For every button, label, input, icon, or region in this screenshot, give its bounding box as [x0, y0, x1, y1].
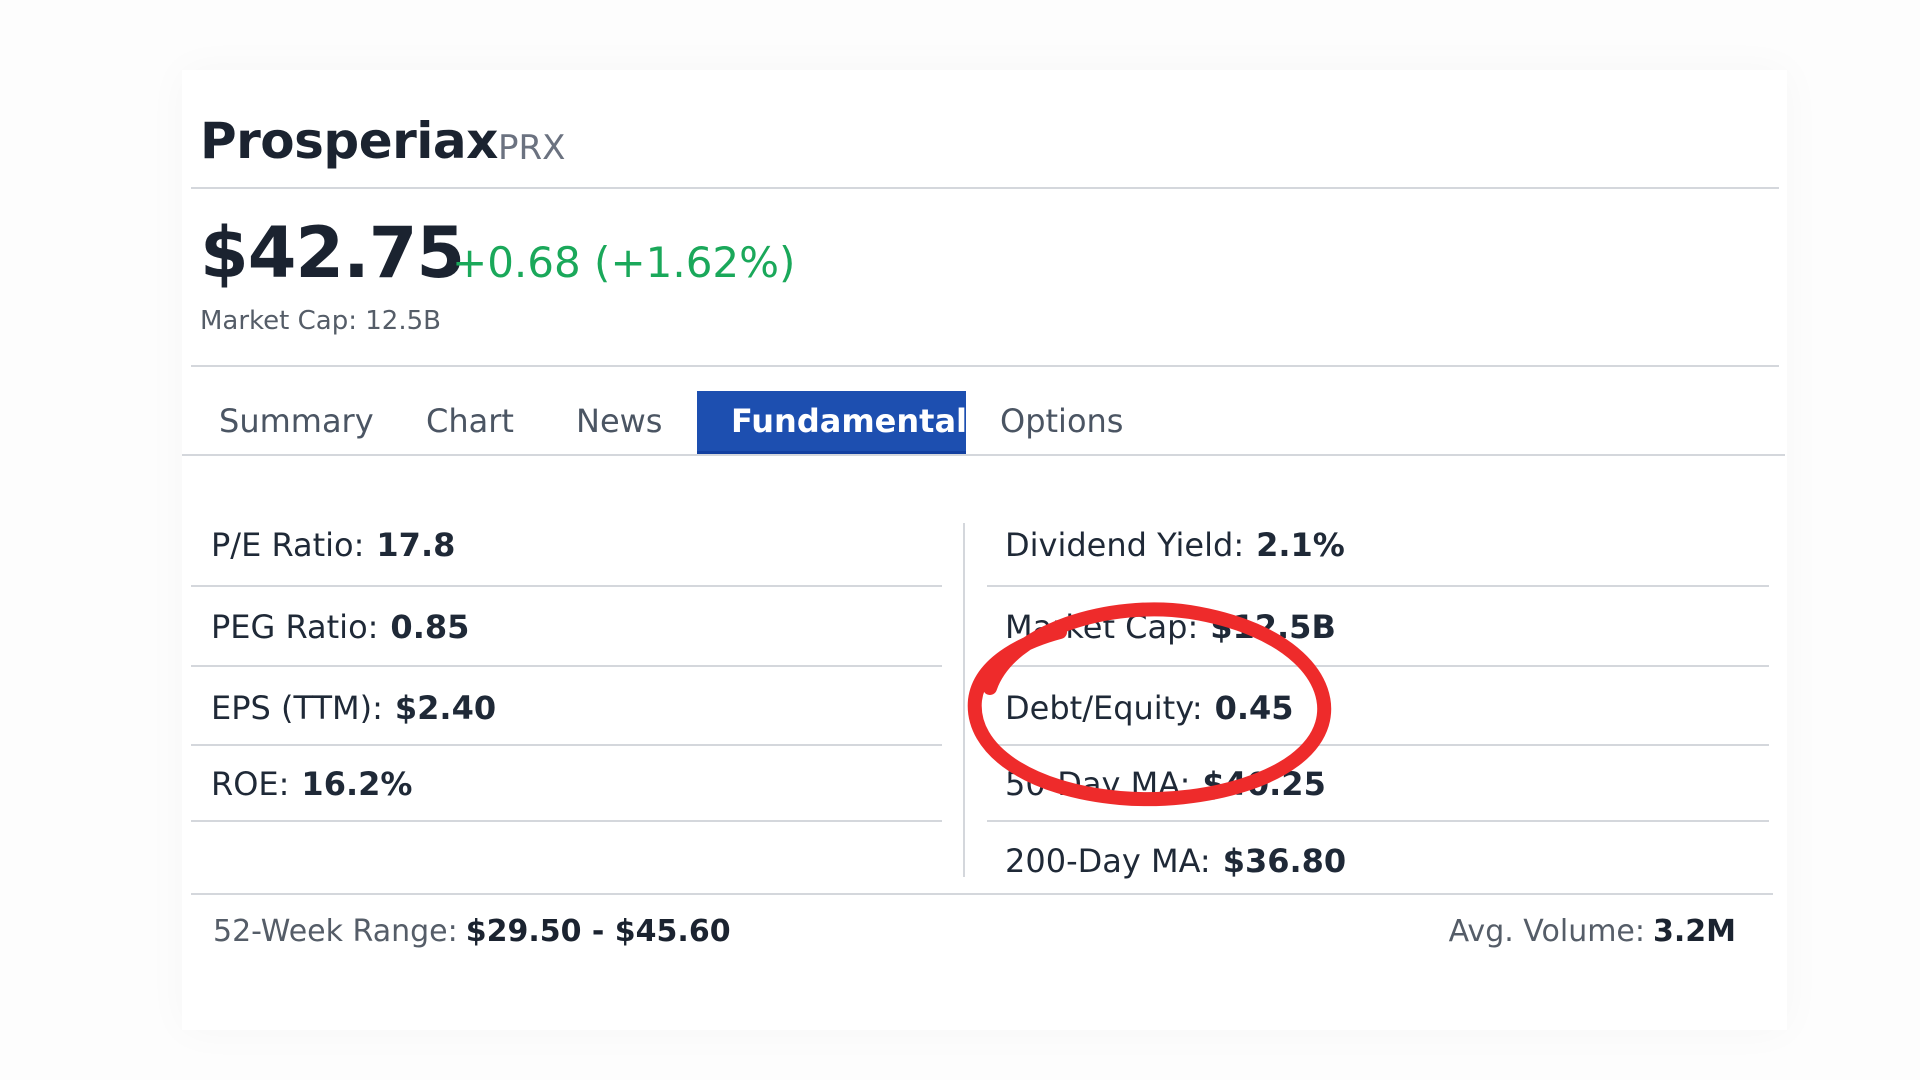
metric-row: 50-Day MA: $40.25: [1005, 762, 1326, 806]
tab-summary[interactable]: Summary: [219, 402, 374, 440]
metric-label: ROE:: [211, 765, 290, 803]
tab-bar-underline: [182, 454, 1785, 456]
metric-value: 2.1%: [1256, 526, 1345, 564]
tab-chart[interactable]: Chart: [426, 402, 514, 440]
metric-value: 17.8: [376, 526, 456, 564]
row-divider: [987, 665, 1769, 667]
metric-row: EPS (TTM): $2.40: [211, 686, 496, 730]
metric-row: 200-Day MA: $36.80: [1005, 839, 1346, 883]
metric-label: PEG Ratio:: [211, 608, 379, 646]
range-label: 52-Week Range:: [213, 914, 458, 949]
metric-row: Dividend Yield: 2.1%: [1005, 523, 1345, 567]
price-change: +0.68 (+1.62%): [452, 238, 796, 287]
metric-value: $12.5B: [1210, 608, 1336, 646]
metric-value: $40.25: [1202, 765, 1326, 803]
tab-news[interactable]: News: [576, 402, 663, 440]
column-divider: [963, 523, 965, 877]
row-divider: [191, 585, 942, 587]
metric-row: Market Cap: $12.5B: [1005, 605, 1336, 649]
metric-label: Dividend Yield:: [1005, 526, 1245, 564]
stock-price: $42.75: [200, 212, 465, 294]
row-divider: [987, 585, 1769, 587]
metric-row: PEG Ratio: 0.85: [211, 605, 469, 649]
row-divider: [191, 744, 942, 746]
week-range: 52-Week Range: $29.50 - $45.60: [213, 914, 731, 949]
stock-card: [182, 70, 1787, 1030]
metric-label: 200-Day MA:: [1005, 842, 1211, 880]
range-value: $29.50 - $45.60: [465, 914, 731, 949]
metric-label: Debt/Equity:: [1005, 689, 1203, 727]
metric-value: $2.40: [394, 689, 497, 727]
metric-label: Market Cap:: [1005, 608, 1199, 646]
metric-value: 0.45: [1214, 689, 1294, 727]
row-divider: [191, 820, 942, 822]
company-name: Prosperiax: [200, 112, 498, 170]
metric-row: Debt/Equity: 0.45: [1005, 686, 1294, 730]
row-divider: [191, 665, 942, 667]
avg-volume: Avg. Volume: 3.2M: [1449, 914, 1736, 949]
footer-divider: [191, 893, 1773, 895]
volume-value: 3.2M: [1653, 914, 1736, 949]
row-divider: [987, 820, 1769, 822]
divider: [191, 365, 1779, 367]
row-divider: [987, 744, 1769, 746]
divider: [191, 187, 1779, 189]
metric-value: $36.80: [1222, 842, 1347, 880]
metric-row: P/E Ratio: 17.8: [211, 523, 455, 567]
metric-label: 50-Day MA:: [1005, 765, 1191, 803]
metric-label: P/E Ratio:: [211, 526, 365, 564]
ticker-symbol: PRX: [498, 128, 566, 168]
metric-row: ROE: 16.2%: [211, 762, 412, 806]
tab-fundamentals[interactable]: Fundamentals: [697, 391, 986, 455]
market-cap-summary: Market Cap: 12.5B: [200, 306, 441, 336]
volume-label: Avg. Volume:: [1448, 914, 1645, 949]
metric-value: 16.2%: [301, 765, 413, 803]
tab-options[interactable]: Options: [1000, 402, 1124, 440]
metric-label: EPS (TTM):: [211, 689, 383, 727]
metric-value: 0.85: [390, 608, 470, 646]
